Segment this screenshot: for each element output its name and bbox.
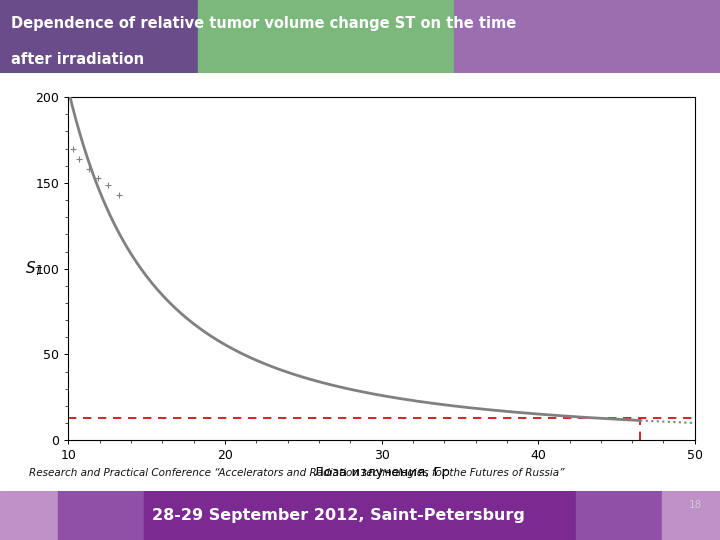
Text: after irradiation: after irradiation [11, 52, 144, 68]
Text: Dependence of relative tumor volume change ST on the time: Dependence of relative tumor volume chan… [11, 16, 516, 31]
Text: Research and Practical Conference “Accelerators and Radiation technologies for t: Research and Practical Conference “Accel… [29, 468, 564, 478]
Text: 28-29 September 2012, Saint-Petersburg: 28-29 September 2012, Saint-Petersburg [152, 508, 525, 523]
Bar [144, 491, 576, 540]
Point [113, 191, 125, 199]
Bar [576, 491, 662, 540]
Text: 18: 18 [689, 500, 702, 510]
Point [83, 165, 94, 173]
Bar [454, 0, 720, 73]
Point [73, 154, 85, 163]
Bar [58, 491, 144, 540]
Point [68, 144, 79, 153]
Point [92, 173, 104, 182]
Text: $S_T$: $S_T$ [24, 259, 43, 278]
Bar [0, 491, 58, 540]
Bar [198, 0, 454, 73]
Point [102, 180, 113, 189]
Bar [662, 491, 720, 540]
X-axis label: Лоза излучения, Гр: Лоза излучения, Гр [314, 467, 449, 480]
